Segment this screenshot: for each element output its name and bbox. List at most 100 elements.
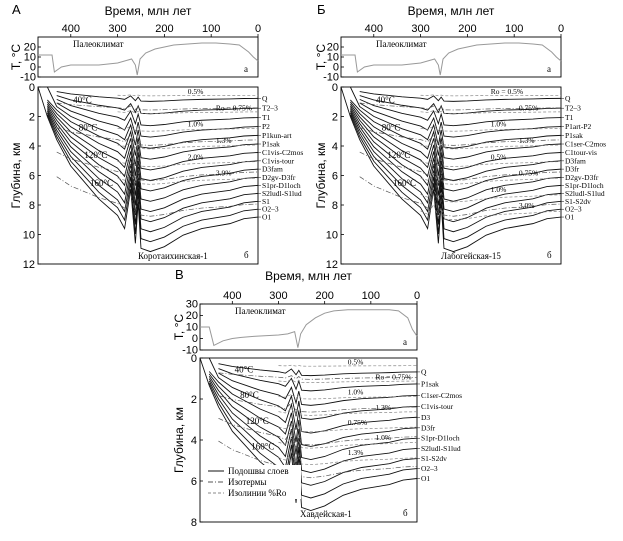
y-tick-label: 20 bbox=[24, 42, 36, 54]
stratigraphy-label: D3fam bbox=[262, 165, 283, 174]
panel-letter: А bbox=[12, 2, 21, 17]
isotherm-line bbox=[359, 127, 562, 146]
isotherm-label: 120°C bbox=[246, 416, 269, 426]
y-tick-label: 4 bbox=[191, 435, 197, 447]
x-axis-label: Время, млн лет bbox=[408, 4, 495, 18]
y-tick-label: 30 bbox=[186, 299, 198, 311]
y-tick-label: 2 bbox=[332, 112, 338, 124]
y-tick-label: 12 bbox=[326, 259, 338, 271]
y-tick-label: 10 bbox=[326, 230, 338, 242]
y-axis-label-temperature: T, °C bbox=[314, 44, 328, 70]
layer-base-line bbox=[350, 99, 562, 160]
ro-label: 3.9% bbox=[216, 169, 232, 178]
layer-base-line bbox=[359, 91, 562, 102]
stratigraphy-label: S1 bbox=[262, 197, 270, 206]
top-corner-label: а bbox=[547, 64, 551, 74]
x-tick-label: 200 bbox=[458, 23, 476, 35]
isotherm-label: 160°C bbox=[251, 441, 274, 451]
x-tick-label: 300 bbox=[411, 23, 429, 35]
ro-isoline bbox=[420, 94, 562, 97]
ro-label: 0.75% bbox=[348, 418, 367, 427]
x-tick-label: 300 bbox=[269, 290, 287, 302]
y-tick-label: -10 bbox=[323, 72, 339, 84]
layer-base-line bbox=[208, 378, 418, 473]
layer-base-line bbox=[46, 107, 259, 202]
layer-base-line bbox=[208, 373, 418, 447]
panel-letter: Б bbox=[317, 2, 326, 17]
y-tick-label: 0 bbox=[192, 333, 198, 345]
isotherm-line bbox=[218, 440, 418, 479]
paleoclimate-label: Палеоклимат bbox=[73, 39, 124, 49]
layer-base-line bbox=[349, 107, 562, 202]
ro-label: Ro = 0.75% bbox=[375, 373, 411, 382]
ro-label: 1.3% bbox=[375, 403, 391, 412]
layer-base-line bbox=[349, 114, 562, 243]
ro-label: 1.0% bbox=[491, 120, 507, 129]
y-tick-label: 6 bbox=[29, 171, 35, 183]
y-axis-label-depth: Глубина, км bbox=[9, 142, 23, 208]
paleoclimate-frame bbox=[37, 36, 259, 78]
y-tick-label: 0 bbox=[333, 62, 339, 74]
stratigraphy-label: O1 bbox=[565, 213, 574, 222]
stratigraphy-label: O2–3 bbox=[565, 205, 582, 214]
y-axis-label-temperature: T, °C bbox=[172, 314, 186, 340]
bottom-corner-label: б bbox=[403, 508, 408, 518]
ro-isoline bbox=[117, 94, 259, 97]
ro-label: 0.5% bbox=[348, 358, 364, 367]
layer-base-line bbox=[349, 103, 562, 181]
ro-label: 1.0% bbox=[348, 388, 364, 397]
paleoclimate-line bbox=[200, 309, 418, 348]
y-tick-label: 10 bbox=[24, 52, 36, 64]
layer-base-line bbox=[56, 102, 259, 138]
y-tick-label: 4 bbox=[29, 141, 35, 153]
isotherm-line bbox=[218, 395, 418, 413]
isotherm-line bbox=[359, 102, 562, 111]
isotherm-label: 160°C bbox=[393, 178, 416, 188]
stratigraphy-label: T2–3 bbox=[262, 104, 278, 113]
layer-base-line bbox=[46, 103, 259, 181]
isotherm-label: 120°C bbox=[387, 150, 410, 160]
isotherm-line bbox=[56, 102, 259, 111]
layer-base-line bbox=[56, 91, 259, 102]
stratigraphy-label: D3fr bbox=[565, 165, 580, 174]
stratigraphy-label: T2–3 bbox=[565, 104, 581, 113]
y-axis-label-temperature: T, °C bbox=[9, 44, 23, 70]
y-axis-label-depth: Глубина, км bbox=[314, 142, 328, 208]
layer-base-line bbox=[340, 86, 562, 253]
ro-isoline bbox=[278, 393, 418, 400]
well-name: Коротаихинская-1 bbox=[138, 251, 208, 261]
stratigraphy-label: S1-S2dv bbox=[421, 454, 447, 463]
stratigraphy-label: S1-S2dv bbox=[565, 197, 591, 206]
ro-isoline bbox=[278, 451, 418, 465]
stratigraphy-label: O2–3 bbox=[262, 205, 279, 214]
paleoclimate-frame bbox=[340, 36, 562, 78]
legend-label: Подошвы слоев bbox=[228, 466, 289, 476]
ro-label: 1.0% bbox=[491, 185, 507, 194]
isotherm-line bbox=[359, 151, 562, 182]
y-tick-label: -10 bbox=[20, 72, 36, 84]
layer-base-line bbox=[56, 98, 259, 127]
stratigraphy-label: Q bbox=[262, 94, 268, 103]
paleoclimate-line bbox=[38, 42, 259, 76]
y-tick-label: 0 bbox=[332, 82, 338, 94]
stratigraphy-label: P1sak bbox=[421, 379, 439, 388]
x-tick-label: 300 bbox=[108, 23, 126, 35]
layer-base-line bbox=[46, 111, 259, 223]
x-tick-label: 100 bbox=[202, 23, 220, 35]
ro-isoline bbox=[420, 172, 562, 185]
ro-label: 1.3% bbox=[216, 136, 232, 145]
x-tick-label: 400 bbox=[223, 290, 241, 302]
isotherm-line bbox=[56, 176, 259, 217]
stratigraphy-label: S2ludl-S1lud bbox=[262, 189, 302, 198]
layer-base-line bbox=[349, 109, 562, 212]
y-tick-label: 8 bbox=[332, 200, 338, 212]
layer-base-line bbox=[349, 111, 562, 223]
stratigraphy-label: D3fr bbox=[421, 423, 436, 432]
y-tick-label: 10 bbox=[23, 230, 35, 242]
ro-label: 0.5% bbox=[491, 152, 507, 161]
ro-isoline bbox=[420, 110, 562, 114]
stratigraphy-label: P1kun-art bbox=[262, 131, 292, 140]
